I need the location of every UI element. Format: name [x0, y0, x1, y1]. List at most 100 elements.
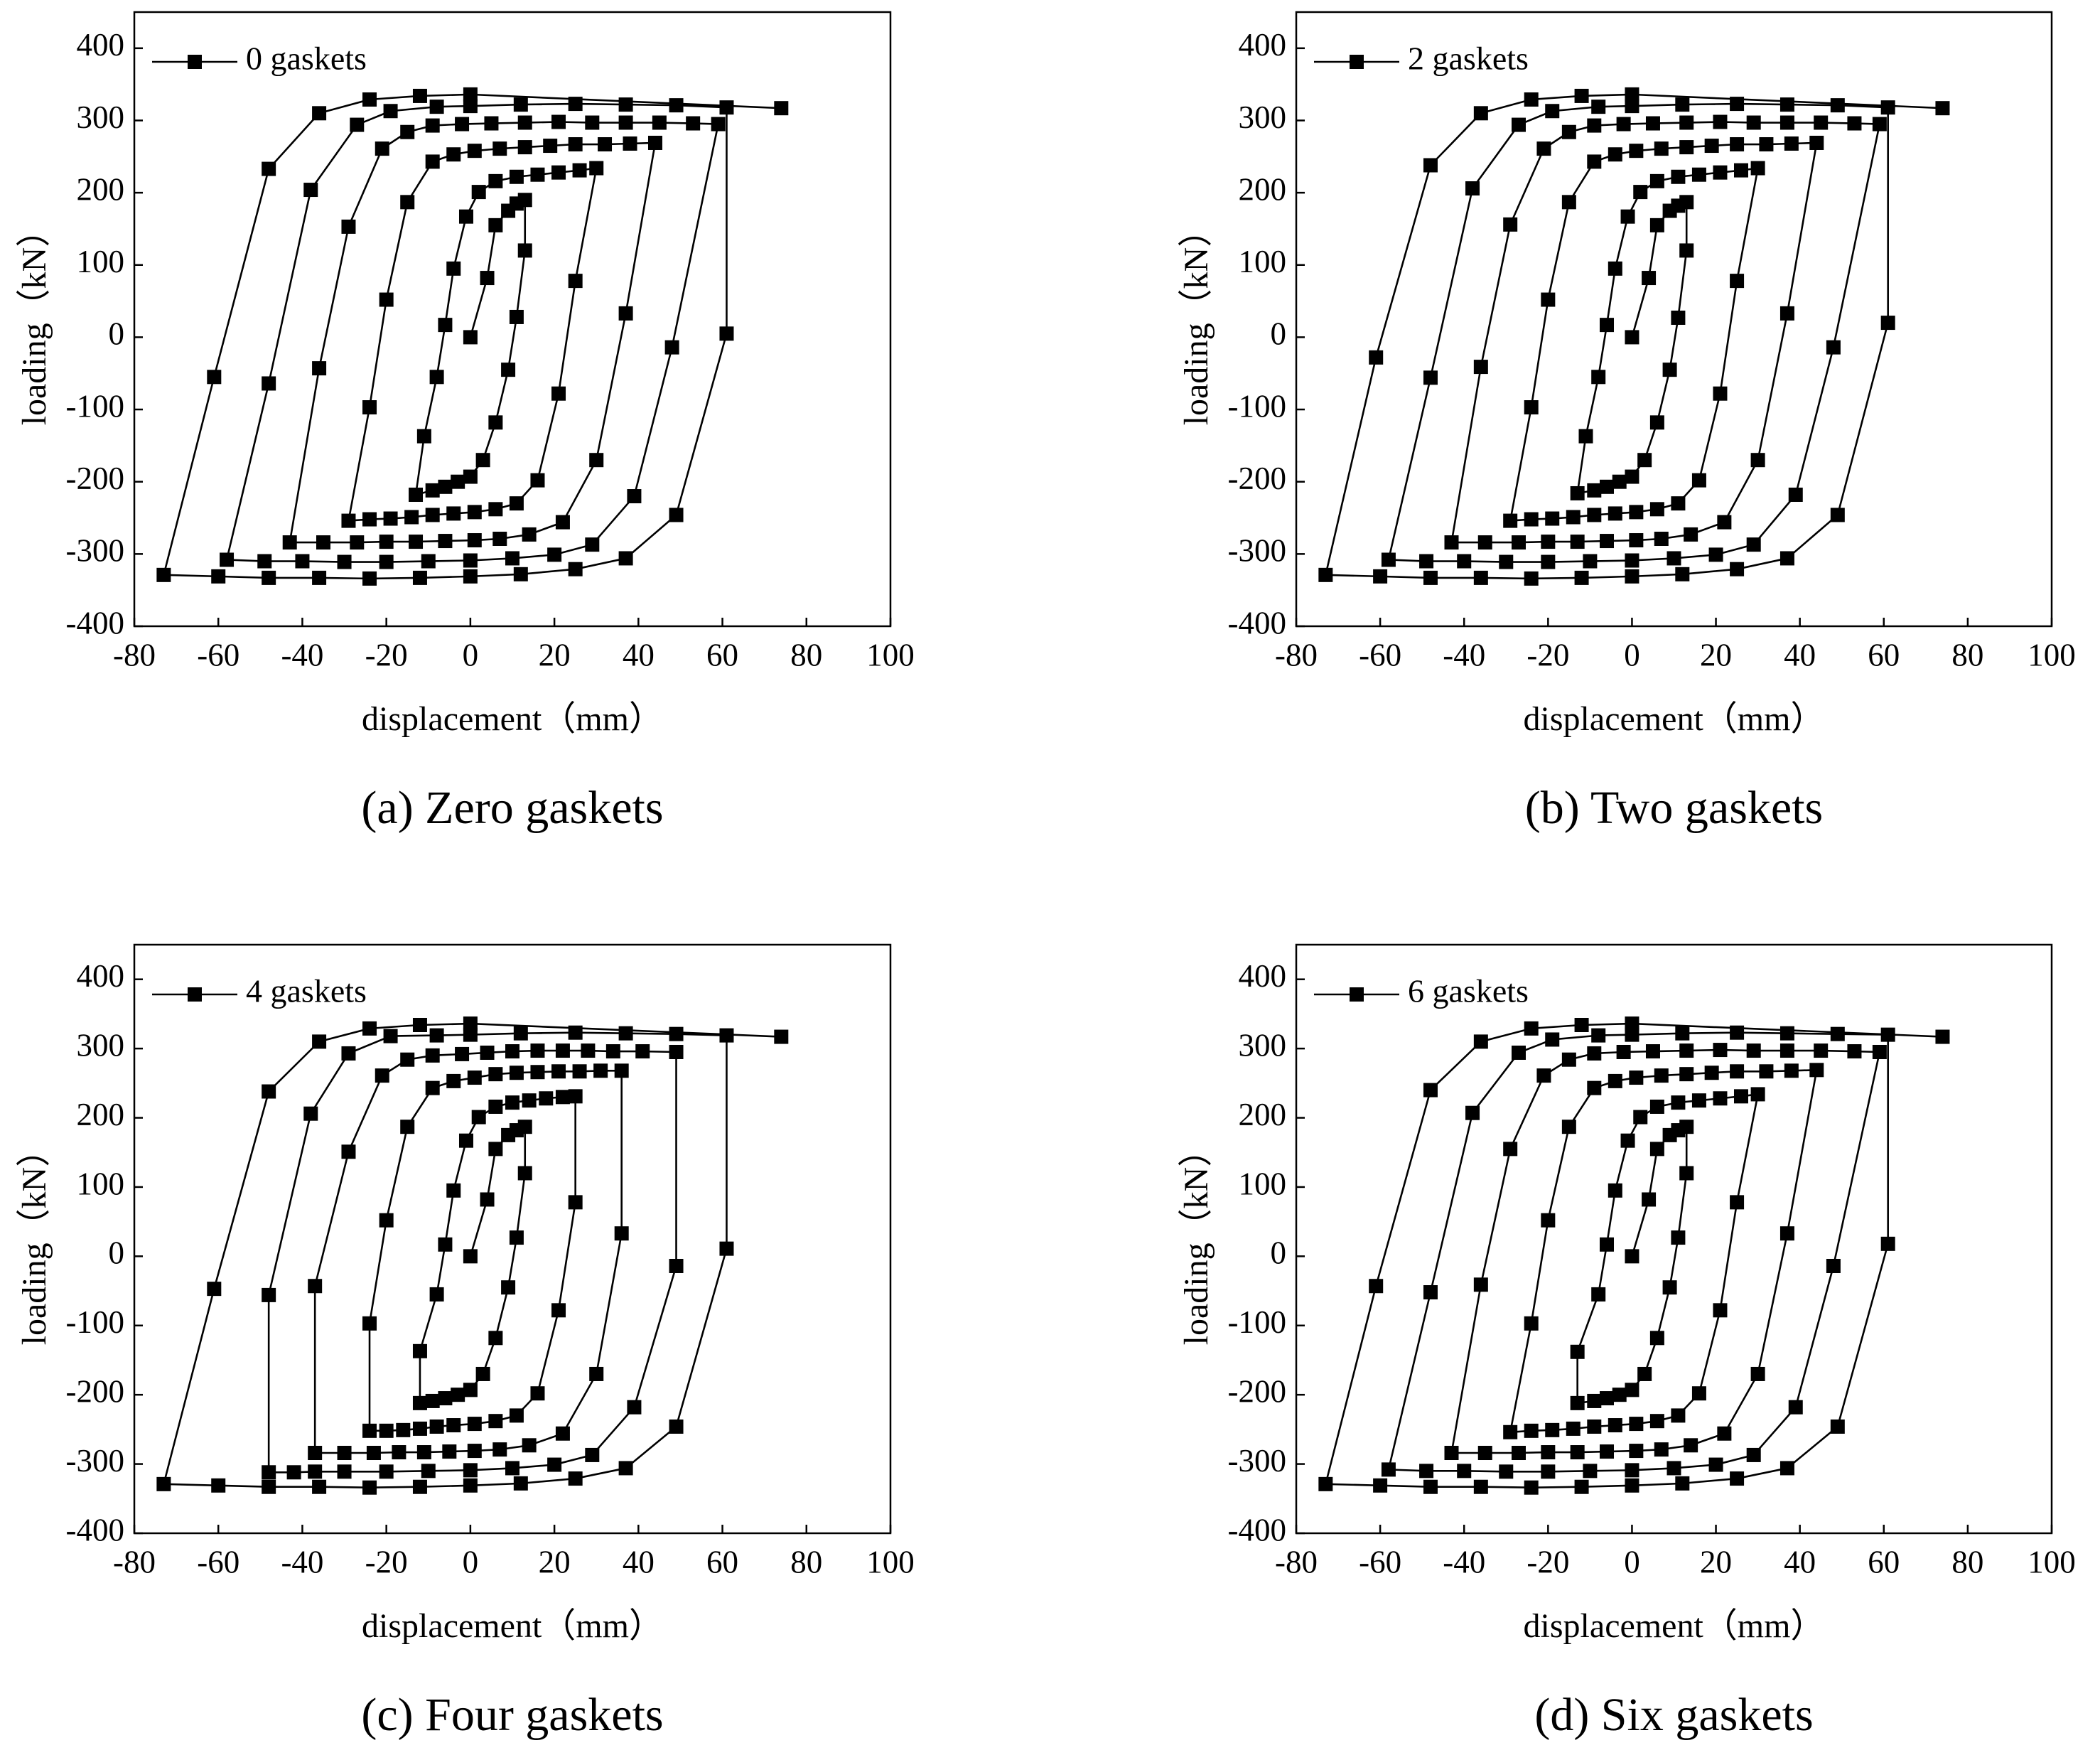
marker [1587, 1046, 1602, 1061]
marker [362, 571, 377, 586]
marker [425, 1393, 440, 1408]
marker [341, 513, 356, 528]
marker [1620, 1133, 1635, 1148]
marker [1666, 551, 1681, 566]
x-tick-label: 60 [706, 637, 738, 672]
marker [1809, 1063, 1824, 1078]
marker [505, 551, 519, 566]
marker [1444, 535, 1459, 550]
marker [1423, 158, 1438, 173]
marker [262, 161, 276, 176]
marker [1704, 1066, 1719, 1080]
marker [530, 1043, 545, 1058]
marker [463, 87, 478, 102]
marker [438, 534, 453, 549]
marker [211, 1478, 226, 1493]
marker [1524, 512, 1539, 527]
marker [1457, 554, 1472, 569]
marker [463, 469, 478, 484]
marker [429, 1419, 444, 1434]
y-tick-label: -400 [66, 1512, 125, 1547]
marker [1779, 551, 1794, 566]
marker [1671, 496, 1686, 511]
marker [618, 551, 633, 566]
marker [409, 488, 424, 503]
marker [1545, 104, 1560, 119]
marker [467, 1071, 482, 1085]
marker [1608, 261, 1622, 276]
marker [1608, 147, 1622, 162]
marker [581, 1043, 596, 1058]
marker [618, 97, 633, 112]
marker [1583, 1464, 1598, 1479]
marker [341, 1046, 356, 1061]
marker [425, 508, 440, 522]
marker [337, 554, 352, 569]
marker [605, 1044, 620, 1059]
x-tick-label: 0 [1624, 1544, 1640, 1579]
y-tick-label: -100 [66, 388, 125, 424]
y-tick-label: -100 [1228, 1304, 1287, 1340]
marker [458, 209, 473, 224]
plot-frame [133, 943, 892, 1535]
marker [446, 1418, 461, 1433]
marker [522, 1438, 537, 1453]
y-axis-label: loading（kN） [1178, 1133, 1215, 1346]
y-tick-label: 100 [77, 1166, 125, 1201]
marker [308, 1446, 323, 1461]
marker [555, 515, 570, 530]
marker [1566, 510, 1581, 525]
marker [463, 1027, 478, 1042]
y-tick-label: 200 [77, 171, 125, 207]
marker [1625, 553, 1639, 568]
marker [614, 1063, 629, 1078]
marker [1830, 1419, 1845, 1434]
marker [1779, 115, 1794, 130]
marker [1814, 1043, 1829, 1058]
marker [623, 136, 637, 151]
marker [711, 117, 726, 132]
marker [429, 1028, 444, 1043]
marker [156, 567, 171, 582]
x-tick-label: -80 [113, 637, 156, 672]
marker [1625, 1027, 1639, 1042]
y-tick-label: -400 [1228, 1512, 1287, 1547]
marker [1545, 1422, 1560, 1437]
marker [1583, 554, 1598, 569]
marker [1654, 141, 1669, 156]
marker [467, 144, 482, 159]
marker [501, 363, 516, 377]
marker [1625, 1463, 1639, 1478]
marker [1369, 1279, 1384, 1294]
x-tick-label: -60 [1359, 637, 1401, 672]
marker [455, 1046, 470, 1061]
marker [1750, 453, 1765, 468]
marker [463, 1249, 478, 1264]
marker [425, 483, 440, 498]
marker [627, 489, 642, 504]
marker [1616, 1044, 1631, 1059]
marker [1566, 1421, 1581, 1436]
marker [262, 1465, 276, 1480]
marker [1649, 1099, 1664, 1114]
marker [207, 1282, 222, 1297]
marker [568, 1089, 583, 1104]
marker [467, 505, 482, 520]
chart-panel: -80 -60 -40 -20 0 20 40 60 80 100-400-300-200-100… [1178, 11, 2076, 834]
marker [1499, 554, 1514, 569]
marker [1574, 1479, 1589, 1494]
marker [509, 1066, 524, 1080]
marker [513, 97, 528, 112]
marker [442, 1444, 457, 1459]
marker [505, 1095, 519, 1110]
marker [1649, 415, 1664, 430]
marker [438, 1391, 453, 1406]
legend-label: 2 gaskets [1408, 41, 1529, 77]
marker [1654, 1068, 1669, 1083]
y-tick-label: 200 [1239, 171, 1287, 207]
marker [211, 569, 226, 584]
marker [1733, 1089, 1748, 1104]
marker [501, 1280, 516, 1295]
marker [568, 137, 583, 152]
marker [1423, 1083, 1438, 1098]
